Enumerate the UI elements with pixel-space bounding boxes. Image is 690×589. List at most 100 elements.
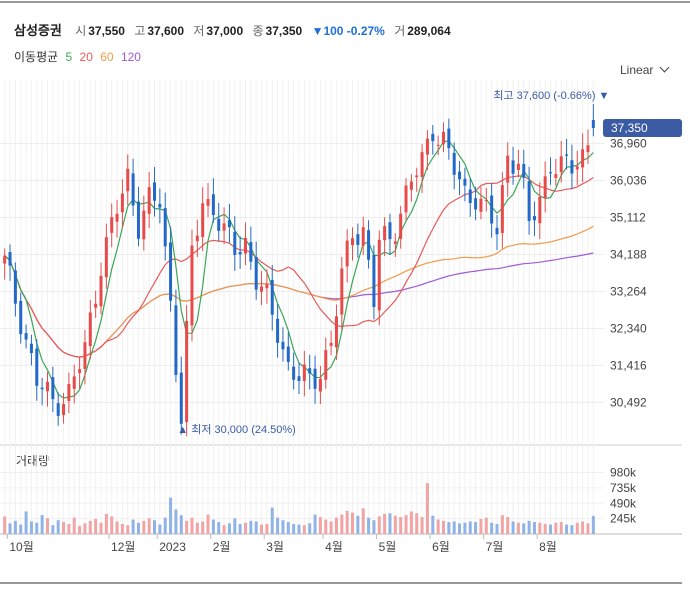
x-tick-label: 12월 [111,540,135,554]
candle-body [163,208,167,247]
candle-body [78,369,82,374]
volume-bar [126,525,130,534]
candle-body [538,196,542,224]
candle-body [532,216,536,221]
volume-bar [243,522,247,534]
high-label: 고 [134,24,146,38]
volume-bar [67,523,71,534]
ma-60-label: 60 [100,50,114,64]
candle-body [313,368,317,389]
moving-average-legend[interactable]: 이동평균 5 20 60 120 [14,48,145,65]
candle-body [222,223,226,231]
scale-selector[interactable]: Linear [620,62,670,77]
volume-bar [40,515,44,534]
volume-bar [83,523,87,534]
volume-bar [318,517,322,534]
volume-bar [233,518,237,534]
candle-body [40,387,44,390]
candle-body [308,368,312,374]
last-price-label: 37,350 [611,121,648,135]
volume-bar [51,525,55,534]
candle-body [260,286,264,292]
volume-bar [292,523,296,534]
candle-body [431,133,435,142]
volume-bar [3,516,7,534]
volume-bar [543,523,547,534]
volume-bar [538,522,542,534]
volume-bar [238,523,242,534]
candle-body [190,245,194,326]
volume-bar [484,517,488,534]
volume-bar [88,520,92,534]
candle-body [249,242,253,262]
volume-bar [29,521,33,534]
volume-bar [468,521,472,534]
candle-body [238,251,242,255]
volume-bar [211,519,215,534]
volume-bar [463,522,467,534]
volume-bar [286,522,290,534]
volume-bar [19,524,23,534]
candle-body [179,372,183,424]
candle-body [254,257,258,290]
candle-body [83,342,87,369]
volume-value: 289,064 [407,24,451,38]
candle-body [29,343,33,354]
candle-body [586,145,590,153]
volume-bar [351,512,355,534]
volume-bar [554,522,558,534]
volume-bar [8,523,12,534]
candle-body [131,173,135,206]
volume-bar [356,515,360,534]
candle-body [19,300,23,335]
volume-bar [458,523,462,534]
change-down-icon: ▼ [311,24,324,38]
candle-body [506,155,510,183]
volume-bar [452,521,456,534]
candle-body [554,174,558,178]
low-label: 저 [193,24,205,38]
candle-body [110,217,114,233]
volume-bar [169,497,173,534]
candle-body [201,203,205,237]
candle-body [265,284,269,289]
volume-bar [222,525,226,534]
candle-body [367,230,371,260]
candle-body [409,181,413,190]
candle-body [340,268,344,315]
candle-body [169,242,173,301]
volume-bar [329,521,333,534]
candle-body [56,403,60,416]
quote-header: 삼성증권 시 37,550 고 37,600 저 37,000 종 37,350 ▼10… [14,20,457,39]
volume-bar [441,520,445,534]
candle-body [565,154,569,156]
volume-bar [334,517,338,534]
candle-body [474,198,478,210]
volume-bar [174,509,178,534]
candle-body [500,185,504,233]
volume-bar [153,520,157,534]
candle-body [126,168,130,192]
open-value: 37,550 [88,24,125,38]
volume-bar [254,521,258,534]
volume-bar [479,518,483,534]
candle-body [302,364,306,381]
candle-body [62,404,66,416]
candle-body [527,181,531,221]
volume-bar [575,522,579,534]
volume-bar [104,513,108,534]
volume-bar [559,522,563,534]
ma-20-line [4,175,594,358]
volume-bar [45,518,49,534]
volume-bar [201,521,205,534]
volume-bar [340,514,344,534]
volume-bar [527,520,531,534]
volume-bar [190,517,194,534]
volume-bar [136,522,140,534]
candle-body [388,222,392,240]
candle-body [67,384,71,402]
candle-body [94,303,98,308]
volume-bar [313,514,317,534]
candle-body [45,381,49,392]
